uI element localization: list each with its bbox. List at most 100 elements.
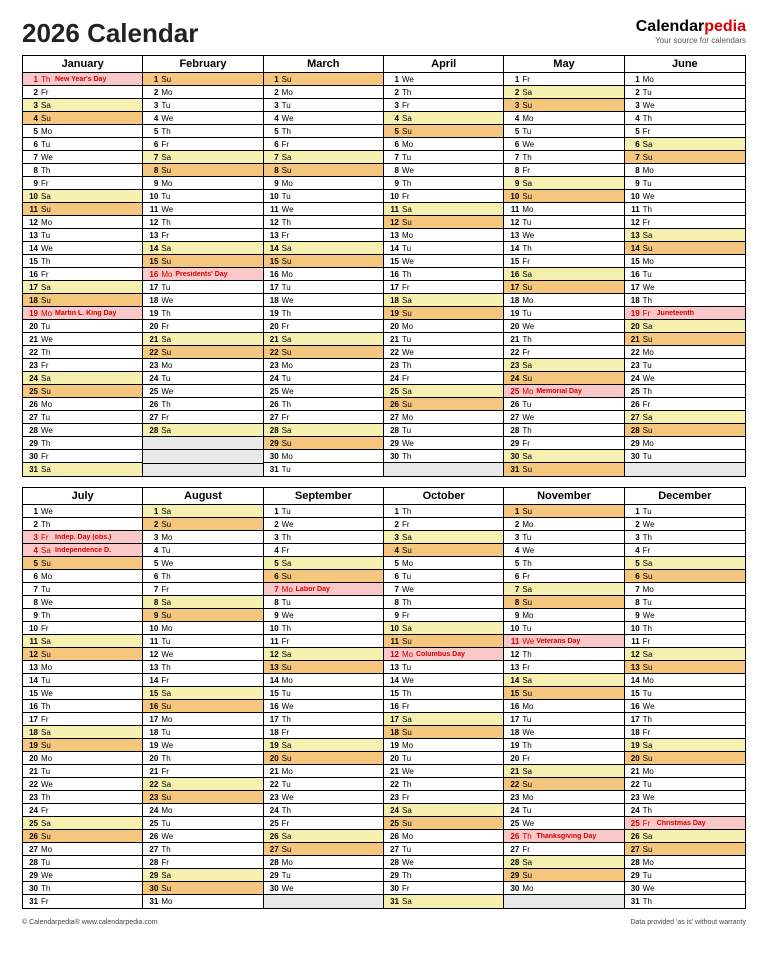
day-weekday: Sa [522,179,536,188]
day-number: 22 [266,780,279,789]
day-weekday: Sa [643,559,657,568]
day-number: 24 [145,374,158,383]
day-number: 11 [627,205,640,214]
day-number: 22 [386,348,399,357]
day-number: 4 [627,546,640,555]
day-row: 3Th [264,531,383,544]
day-weekday: We [41,689,55,698]
day-row: 17Tu [264,281,383,294]
day-row: 2Tu [625,86,745,99]
day-weekday: Tu [402,153,416,162]
day-row: 4Mo [504,112,623,125]
day-row: 17Tu [504,713,623,726]
day-weekday: Su [522,374,536,383]
day-weekday: We [41,153,55,162]
day-number: 2 [627,88,640,97]
day-row: 16Sa [504,268,623,281]
day-weekday: Th [402,361,416,370]
day-number: 16 [627,270,640,279]
day-weekday: Fr [522,754,536,763]
day-row: 5Su [23,557,142,570]
day-weekday: Tu [402,754,416,763]
day-number: 27 [627,845,640,854]
day-row: 25FrChristmas Day [625,817,745,830]
day-number: 21 [266,767,279,776]
day-number: 4 [25,114,38,123]
day-number: 12 [25,218,38,227]
day-number: 21 [145,767,158,776]
day-number: 25 [506,387,519,396]
day-number: 11 [145,205,158,214]
day-number: 13 [627,231,640,240]
day-row: 2Mo [264,86,383,99]
day-weekday: Mo [282,270,296,279]
day-number: 3 [627,533,640,542]
day-number: 13 [25,663,38,672]
day-number: 27 [506,845,519,854]
day-weekday: We [282,520,296,529]
day-weekday: Mo [402,741,416,750]
day-weekday: Su [643,426,657,435]
day-weekday: Fr [643,819,657,828]
day-number: 10 [145,192,158,201]
day-weekday: Tu [161,374,175,383]
day-weekday: Mo [282,767,296,776]
day-row: 4Fr [264,544,383,557]
day-row: 9Fr [384,609,503,622]
day-weekday: Su [41,650,55,659]
day-number: 26 [506,832,519,841]
day-number: 14 [627,676,640,685]
day-number: 30 [627,884,640,893]
day-number: 25 [627,819,640,828]
day-row: 8We [384,164,503,177]
day-weekday: We [643,101,657,110]
day-row: 6Su [625,570,745,583]
day-number: 17 [506,283,519,292]
day-number: 14 [266,676,279,685]
day-number: 23 [145,361,158,370]
day-number: 28 [145,858,158,867]
day-weekday: Mo [161,897,175,906]
day-row: 14Th [504,242,623,255]
day-weekday: Th [282,127,296,136]
day-row: 23We [264,791,383,804]
day-row: 27Su [625,843,745,856]
day-row: 11Sa [23,635,142,648]
month-header: March [264,56,383,73]
day-weekday: Tu [41,767,55,776]
day-number: 23 [386,793,399,802]
day-weekday: Th [402,270,416,279]
day-number: 3 [25,101,38,110]
day-row: 4We [143,112,262,125]
day-number: 31 [266,465,279,474]
day-weekday: Tu [161,192,175,201]
day-number: 5 [627,559,640,568]
day-number: 5 [25,127,38,136]
day-weekday: Sa [282,426,296,435]
day-number: 27 [506,413,519,422]
day-row: 21Su [625,333,745,346]
day-row: 5Th [143,125,262,138]
day-row: 17Sa [384,713,503,726]
day-number: 9 [145,611,158,620]
day-weekday: We [643,283,657,292]
day-number: 29 [627,871,640,880]
day-weekday: Sa [522,88,536,97]
day-number: 25 [266,387,279,396]
day-number: 17 [266,283,279,292]
day-row: 31Sa [384,895,503,908]
day-row: 17Fr [384,281,503,294]
day-number: 17 [386,283,399,292]
month-column: March1Su2Mo3Tu4We5Th6Fr7Sa8Su9Mo10Tu11We… [264,56,384,476]
day-weekday: Su [282,439,296,448]
day-row: 20Mo [23,752,142,765]
day-row: 6Fr [143,138,262,151]
day-number: 22 [627,348,640,357]
day-number: 21 [506,335,519,344]
day-row: 19MoMartin L. King Day [23,307,142,320]
day-weekday: We [41,598,55,607]
day-weekday: We [41,426,55,435]
day-number: 25 [145,387,158,396]
day-number: 5 [386,127,399,136]
day-weekday: Mo [282,179,296,188]
